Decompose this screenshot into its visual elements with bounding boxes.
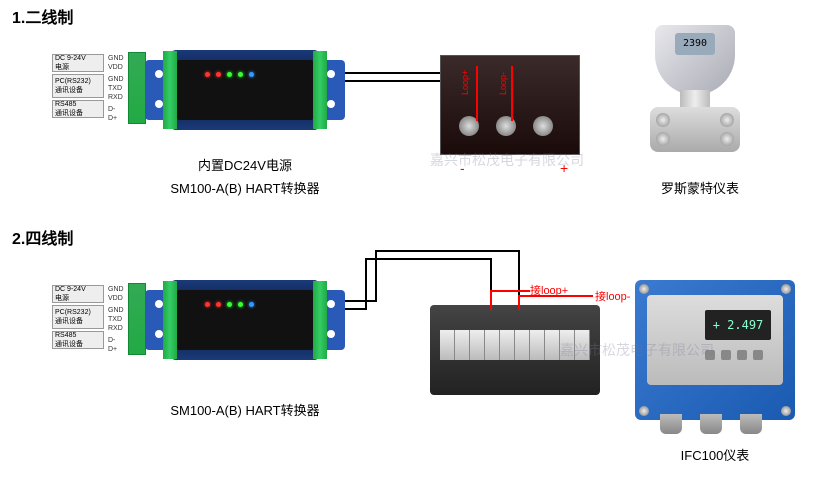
green-strip-left-s1 (128, 52, 146, 124)
converter-label-s2: SM100-A(B) HART转换器 (140, 400, 350, 419)
left-terminals-s2: DC 9-24V 电源 PC(RS232) 通讯设备 RS485 通讯设备 (52, 285, 104, 351)
wire-s2-a (345, 300, 375, 302)
wire-s2-btop (365, 258, 490, 260)
converter-label1-s1: 内置DC24V电源 (160, 155, 330, 174)
red-lead1 (490, 290, 492, 310)
watermark-s1: 嘉兴市松茂电子有限公司 (430, 150, 584, 170)
rosemount-transmitter: 2390 (640, 25, 750, 175)
red-lead2h (518, 295, 593, 297)
power-block: DC 9-24V 电源 (52, 54, 104, 72)
section1-title: 1.二线制 (12, 4, 73, 28)
loop-minus-label-s2: 接loop- (595, 288, 630, 304)
hart-converter-s1 (145, 40, 345, 140)
hart-converter-s2 (145, 270, 345, 370)
ifc100-label: IFC100仪表 (660, 445, 770, 464)
wire-s2-b (345, 308, 365, 310)
wire-s2-bv (365, 258, 367, 310)
ifc100-lcd: + 2.497 (705, 310, 771, 340)
section2-title: 2.四线制 (12, 225, 73, 249)
loop-plus-s1: Loop+ (460, 70, 470, 95)
pc-block: PC(RS232) 通讯设备 (52, 74, 104, 98)
wire-s2-atop (375, 250, 520, 252)
rosemount-label: 罗斯蒙特仪表 (640, 178, 760, 197)
pin-labels-s1: GNDVDD GNDTXDRXD D-D+ (108, 54, 124, 123)
power-block-s2: DC 9-24V 电源 (52, 285, 104, 303)
loop-minus-s1: Loop- (498, 72, 508, 95)
rs485-block-s2: RS485 通讯设备 (52, 331, 104, 349)
red-lead1h (490, 290, 530, 292)
rs485-block: RS485 通讯设备 (52, 100, 104, 118)
pc-block-s2: PC(RS232) 通讯设备 (52, 305, 104, 329)
red-lead2 (518, 295, 520, 310)
watermark-s2: 嘉兴市松茂电子有限公司 (560, 340, 714, 360)
left-terminals-s1: DC 9-24V 电源 PC(RS232) 通讯设备 RS485 通讯设备 (52, 54, 104, 120)
rosemount-lcd: 2390 (675, 33, 715, 55)
pin-labels-s2: GNDVDD GNDTXDRXD D-D+ (108, 285, 124, 354)
converter-label2-s1: SM100-A(B) HART转换器 (140, 178, 350, 197)
green-strip-left-s2 (128, 283, 146, 355)
